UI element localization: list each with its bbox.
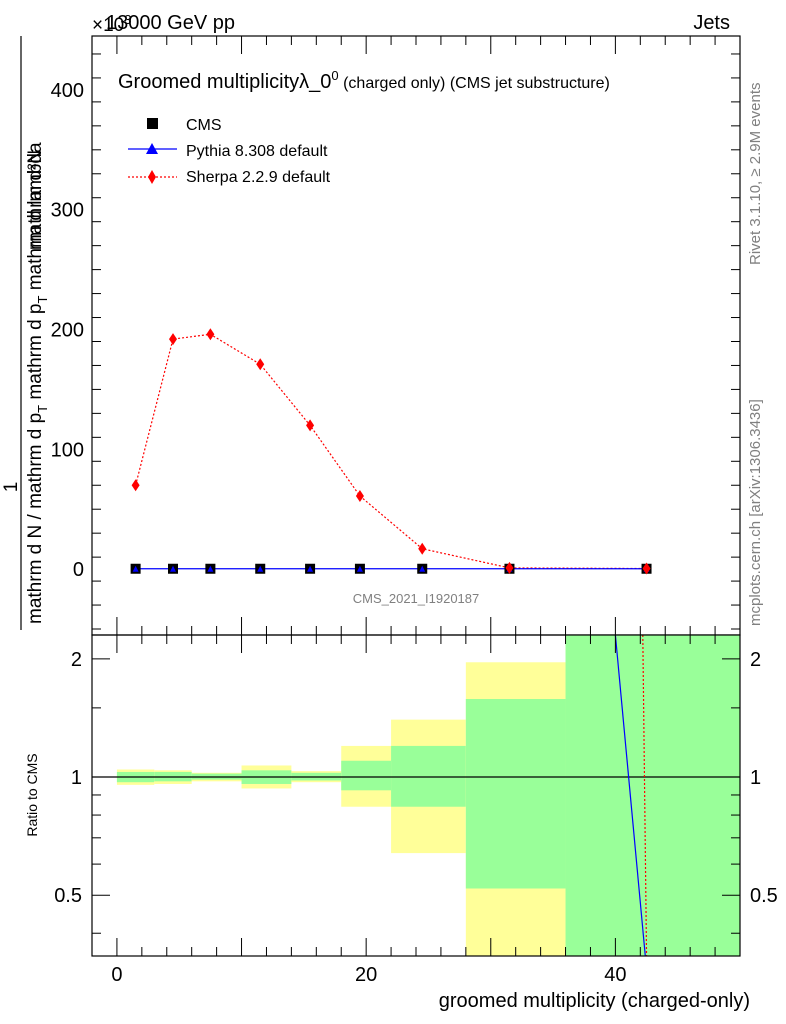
y-tick-label: 100 [51, 439, 84, 461]
pythia-point [170, 565, 176, 572]
ratio-y-tick-label-right: 1 [750, 767, 761, 789]
header-energy: 13000 GeV pp [106, 12, 235, 34]
exponent-label: ×103 [92, 12, 131, 36]
legend: CMS Pythia 8.308 default Sherpa 2.2.9 de… [128, 117, 331, 186]
y-tick-label: 300 [51, 200, 84, 222]
pythia-point [132, 565, 139, 572]
legend-cms-label: CMS [186, 117, 222, 134]
legend-sherpa-label: Sherpa 2.2.9 default [186, 169, 331, 186]
ratio-y-tick-label-right: 2 [750, 649, 761, 671]
ratio-band-inner [465, 699, 566, 889]
ratio-band-inner [341, 760, 392, 791]
sherpa-point [418, 542, 427, 555]
y-tick-label: 0 [73, 559, 84, 581]
y-tick-label: 200 [51, 320, 84, 342]
main-plot: 0 100 200 300 400 CMS_2021_I1920187 Groomed … [51, 35, 741, 636]
x-axis-label: groomed multiplicity (charged-only) [439, 990, 750, 1012]
sherpa-point [256, 358, 265, 371]
series-layer [130, 328, 652, 575]
plot-title: Groomed multiplicityλ_00 (charged only) … [118, 68, 610, 93]
mcplots-label: mcplots.cern.ch [arXiv:1306.3436] [747, 399, 764, 626]
ratio-y-tick-label: 0.5 [54, 885, 82, 907]
pythia-point [307, 565, 314, 572]
sherpa-point [206, 328, 215, 341]
ratio-plot: 0.5 0.5 1 1 2 2 0 20 40 Ratio to CMS groomed mu… [24, 634, 778, 1012]
legend-sherpa-marker [148, 170, 156, 184]
sherpa-point [306, 419, 315, 432]
sherpa-line [135, 333, 647, 570]
rivet-label: Rivet 3.1.10, ≥ 2.9M events [747, 83, 764, 266]
sherpa-point [131, 479, 140, 492]
x-tick-label: 20 [355, 964, 377, 986]
ylabel-denominator: mathrm d N / mathrm d pT mathrm d pT mat… [25, 142, 50, 624]
main-y-axis-label: 1 mathrm d N / mathrm d pT mathrm d pT m… [1, 36, 50, 630]
ratio-pythia-line [614, 635, 646, 956]
pythia-point [419, 565, 426, 572]
y-tick-label: 400 [51, 80, 84, 102]
pythia-point [257, 565, 264, 572]
x-tick-label: 0 [111, 964, 122, 986]
ratio-y-axis-label: Ratio to CMS [24, 753, 40, 836]
pythia-point [207, 565, 214, 572]
ratio-model-lines [614, 635, 648, 956]
ylabel-one: 1 [1, 482, 22, 493]
legend-pythia-marker [146, 143, 158, 154]
ratio-y-tick-label: 1 [71, 767, 82, 789]
sherpa-point [355, 490, 364, 503]
ratio-y-ticks: 0.5 0.5 1 1 2 2 [54, 649, 778, 934]
header-jets: Jets [693, 12, 730, 34]
legend-pythia-label: Pythia 8.308 default [186, 143, 328, 160]
main-x-ticks [116, 36, 741, 635]
ratio-y-tick-label-right: 0.5 [750, 885, 778, 907]
sherpa-point [505, 561, 514, 574]
pythia-point [356, 565, 363, 572]
ratio-y-tick-label: 2 [71, 649, 82, 671]
sherpa-point [169, 333, 177, 346]
main-y-ticks: 0 100 200 300 400 [51, 53, 740, 630]
ratio-x-ticks: 0 20 40 [111, 635, 741, 986]
ratio-band-inner [391, 745, 466, 807]
ratio-sherpa-line [642, 635, 648, 956]
x-tick-label: 40 [604, 964, 626, 986]
ylabel-numerator: mathrm d²N [25, 150, 46, 250]
legend-cms-marker [147, 118, 158, 129]
ratio-band-inner [565, 635, 740, 956]
sherpa-point [642, 562, 651, 575]
analysis-watermark: CMS_2021_I1920187 [353, 591, 480, 606]
